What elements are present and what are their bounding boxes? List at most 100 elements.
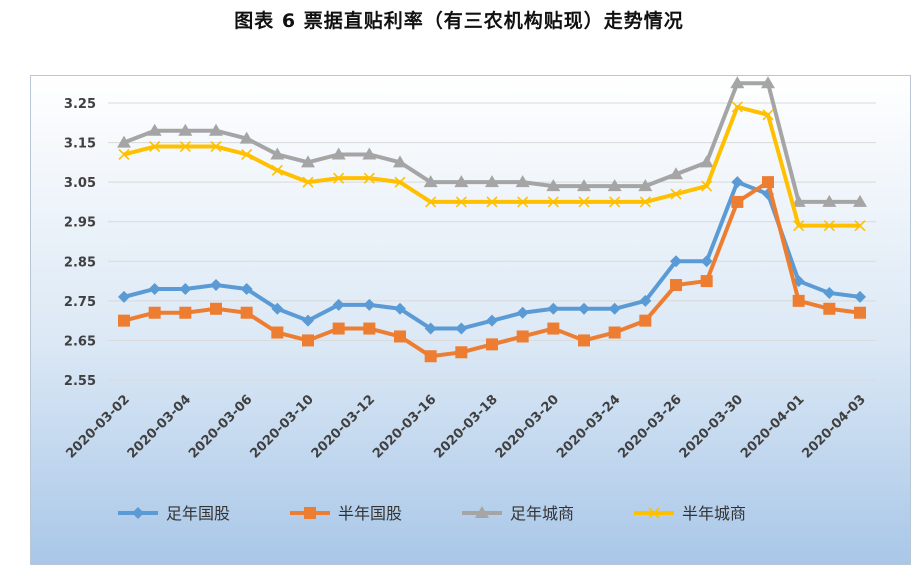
data-point [149,140,161,153]
data-point [302,176,314,188]
y-tick-label: 2.95 [64,216,96,231]
y-tick-label: 2.75 [64,295,96,310]
data-point [516,306,529,319]
data-point [547,302,560,315]
data-point [793,220,805,232]
data-point [792,294,805,307]
data-point [454,175,469,188]
data-point [240,306,253,319]
legend-label: 半年国股 [338,504,402,523]
legend-item: 足年国股 [118,504,230,523]
data-point [547,322,560,335]
chart-title: 图表 6 票据直贴利率（有三农机构贴现）走势情况 [234,10,684,32]
legend-marker [648,507,660,519]
data-point [578,196,590,208]
data-point [301,155,315,168]
legend-marker [304,507,316,519]
data-point [425,196,437,208]
data-point [517,196,529,208]
data-point [332,298,345,311]
legend-item: 半年城商 [634,504,746,523]
data-point [148,306,161,319]
data-point [670,188,682,200]
data-point [638,179,653,192]
data-point [270,147,285,160]
data-point [578,334,590,347]
y-tick-label: 3.05 [64,176,96,191]
data-point [302,334,314,347]
data-point [823,220,835,232]
data-point [179,140,191,153]
data-point [363,172,375,184]
data-point [210,140,222,153]
data-point [670,255,682,268]
data-point [118,290,130,303]
data-point [730,76,745,89]
legend-label: 足年国股 [166,504,230,523]
chart-area [30,75,911,565]
data-point [147,123,162,136]
data-point [608,302,621,315]
data-point [731,101,743,113]
data-point [118,314,130,327]
data-point [516,330,529,343]
y-tick-label: 2.85 [64,255,96,270]
series-4 [118,101,866,232]
data-point [670,279,682,292]
data-point [731,195,744,208]
data-point [577,179,591,192]
data-point [333,172,345,184]
data-point [394,330,406,343]
data-point [823,286,836,299]
data-point [179,306,192,319]
legend-item: 半年国股 [290,504,402,523]
data-point [271,326,284,339]
data-point [486,314,498,327]
data-point [731,176,744,189]
series-1 [118,176,866,335]
plot-background [31,76,910,564]
data-point [362,147,377,160]
data-point [118,148,130,161]
data-point [363,298,376,311]
data-point [239,131,254,144]
data-point [178,123,193,136]
data-point [762,109,774,121]
y-tick-label: 3.15 [64,137,96,152]
data-point [486,196,498,208]
data-point [854,306,866,319]
data-point [608,326,621,339]
data-point [699,155,714,168]
data-point [210,302,222,315]
data-point [179,282,192,295]
data-point [302,314,314,327]
data-point [607,179,622,192]
data-point [854,220,866,232]
data-point [609,196,621,208]
data-point [271,164,283,176]
data-point [547,196,559,208]
data-point [210,279,222,292]
data-point [854,290,866,303]
data-point [455,346,468,359]
data-point [485,175,499,188]
data-point [394,302,406,315]
legend-label: 半年城商 [682,504,746,523]
data-point [853,194,867,207]
data-point [639,294,652,307]
data-point [791,194,806,207]
data-point [241,148,253,161]
data-point [700,275,713,288]
data-point [393,155,407,168]
y-tick-label: 2.65 [64,334,96,349]
series-3 [117,76,867,207]
data-point [331,147,346,160]
data-point [455,196,467,208]
data-point [578,302,590,315]
data-point [639,196,651,208]
legend-item: 足年城商 [462,504,574,523]
data-point [117,135,131,148]
data-point [332,322,345,335]
data-point [546,179,561,192]
